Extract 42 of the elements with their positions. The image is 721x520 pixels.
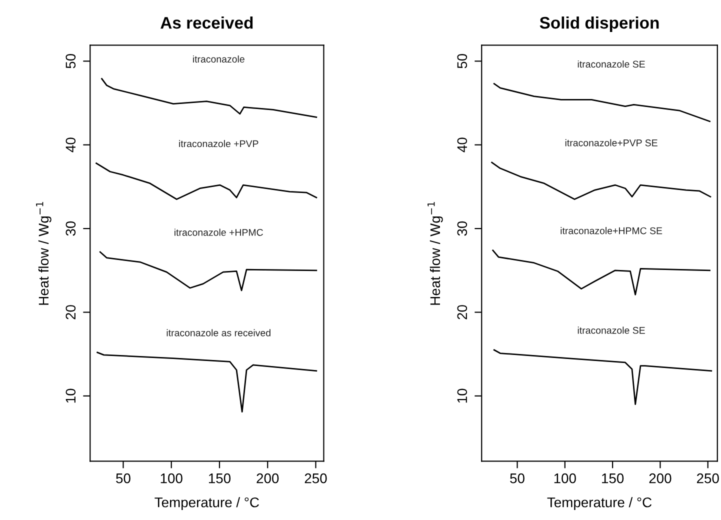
line-series	[96, 162, 318, 200]
x-tick-label: 50	[510, 473, 524, 484]
line-series	[492, 250, 710, 296]
line-series	[493, 349, 712, 406]
x-axis-title: Temperature / °C	[547, 497, 652, 510]
annotation: itraconazole SE	[578, 60, 645, 68]
annotation: itraconazole as received	[166, 329, 270, 336]
chart-title: As received	[160, 16, 253, 29]
annotation: itraconazole+PVP SE	[565, 139, 658, 146]
x-tick-label: 100	[554, 473, 576, 484]
y-tick-label: 30	[66, 221, 76, 236]
annotation: itraconazole +HPMC	[174, 228, 263, 236]
x-axis-title: Temperature / °C	[154, 497, 259, 510]
x-tick-label: 250	[304, 473, 327, 484]
y-tick-label: 50	[457, 54, 468, 68]
y-tick-label: 40	[66, 138, 76, 152]
y-tick-label: 10	[66, 388, 76, 403]
annotation: itraconazole	[193, 55, 244, 63]
x-tick-label: 250	[696, 473, 719, 484]
x-tick-label: 150	[602, 473, 624, 484]
y-tick-label: 10	[457, 388, 468, 403]
line-series	[493, 83, 710, 122]
y-tick-label: 50	[66, 54, 76, 68]
y-axis-title: Heat flow / Wg$^{−1}$	[36, 202, 52, 305]
line-series	[96, 352, 318, 413]
x-tick-label: 50	[116, 473, 130, 484]
chart-title: Solid disperion	[540, 16, 659, 32]
x-tick-label: 200	[649, 473, 672, 484]
y-tick-label: 30	[457, 221, 468, 236]
annotation: itraconazole +PVP	[179, 140, 258, 148]
y-tick-label: 20	[66, 305, 76, 320]
y-axis-title: Heat flow / Wg$^{−1}$	[428, 202, 443, 305]
line-series	[99, 251, 318, 292]
annotation: itraconazole+HPMC SE	[560, 227, 662, 234]
x-tick-label: 200	[256, 473, 279, 484]
y-tick-label: 20	[457, 305, 468, 320]
line-series	[491, 162, 712, 200]
line-series	[101, 78, 318, 118]
annotation: itraconazole SE	[578, 326, 645, 334]
x-tick-label: 150	[208, 473, 231, 484]
y-tick-label: 40	[457, 138, 468, 152]
x-tick-label: 100	[160, 473, 182, 484]
